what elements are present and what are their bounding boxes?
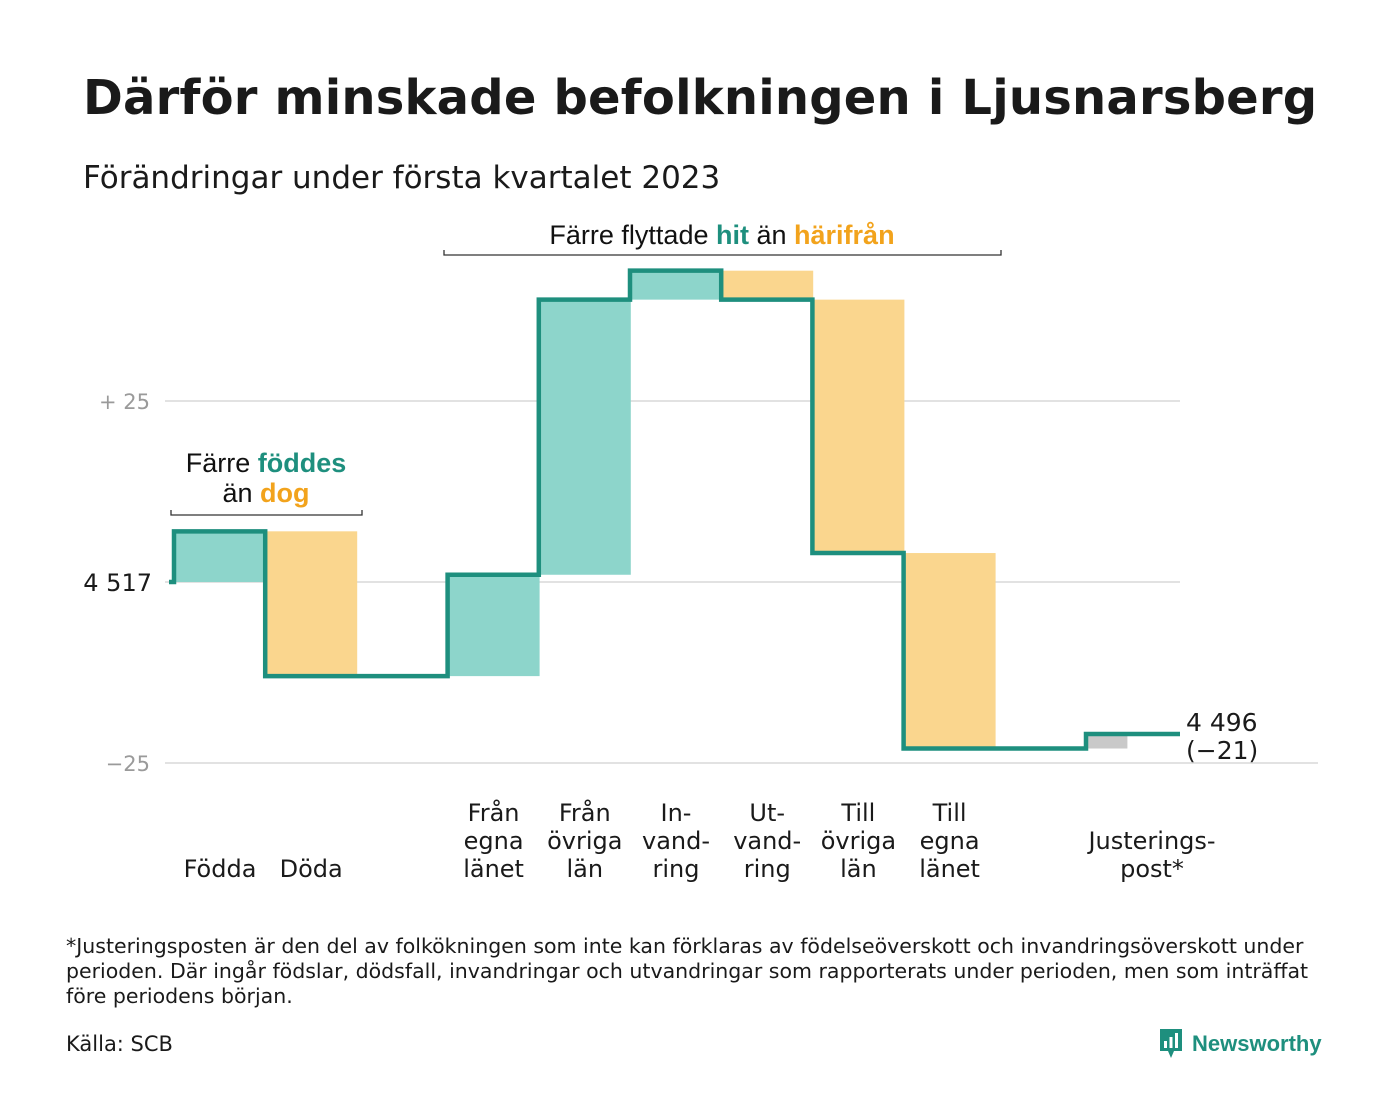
category-label: Ut- [749,799,785,827]
waterfall-bar [721,270,814,300]
category-label: vand- [733,827,801,855]
category-label: ring [653,855,700,883]
end-value-label: 4 496 [1186,708,1258,737]
annotation-births-deaths: än dog [222,478,309,508]
category-label: egna [920,827,980,855]
cumulative-step-line [169,268,1180,751]
brand-name: Newsworthy [1192,1031,1322,1056]
category-label: Till [840,799,875,827]
footnote: *Justeringsposten är den del av folkökni… [66,934,1309,1008]
start-value-label: 4 517 [83,569,152,597]
source-label: Källa: SCB [66,1032,173,1056]
waterfall-bar [1086,734,1128,749]
annotation-bracket [443,250,1002,256]
chart-subtitle: Förändringar under första kvartalet 2023 [83,160,721,196]
category-label: län [840,855,877,883]
y-tick-label: −25 [106,752,150,776]
category-label: Justerings- [1086,827,1215,855]
category-label: Födda [184,855,257,883]
waterfall-bar [447,574,540,677]
category-label: länet [919,855,980,883]
waterfall-bar [265,531,358,677]
waterfall-bar [630,270,722,300]
category-label: övriga [547,827,622,855]
category-label: länet [463,855,524,883]
category-label: Till [932,799,967,827]
category-label: In- [661,799,692,827]
category-label: post* [1120,855,1184,883]
chart-title: Därför minskade befolkningen i Ljusnarsb… [83,70,1318,126]
brand-logo: Newsworthy [1158,1026,1322,1062]
category-label: egna [464,827,524,855]
annotation-migration: Färre flyttade hit än härifrån [549,220,894,250]
category-label: län [567,855,604,883]
category-label: övriga [821,827,896,855]
annotation-births-deaths: Färre föddes [186,448,347,478]
waterfall-bar [812,299,905,554]
category-label: ring [744,855,791,883]
category-label: vand- [642,827,710,855]
category-label: Från [559,798,611,827]
waterfall-bar [903,553,996,749]
waterfall-bar [538,299,631,575]
waterfall-bar [174,531,266,582]
end-change-label: (−21) [1186,736,1258,765]
y-tick-label: + 25 [99,390,150,414]
annotation-bracket [170,510,363,516]
category-label: Döda [280,855,343,883]
category-label: Från [468,798,520,827]
newsworthy-logo-icon [1160,1029,1182,1058]
